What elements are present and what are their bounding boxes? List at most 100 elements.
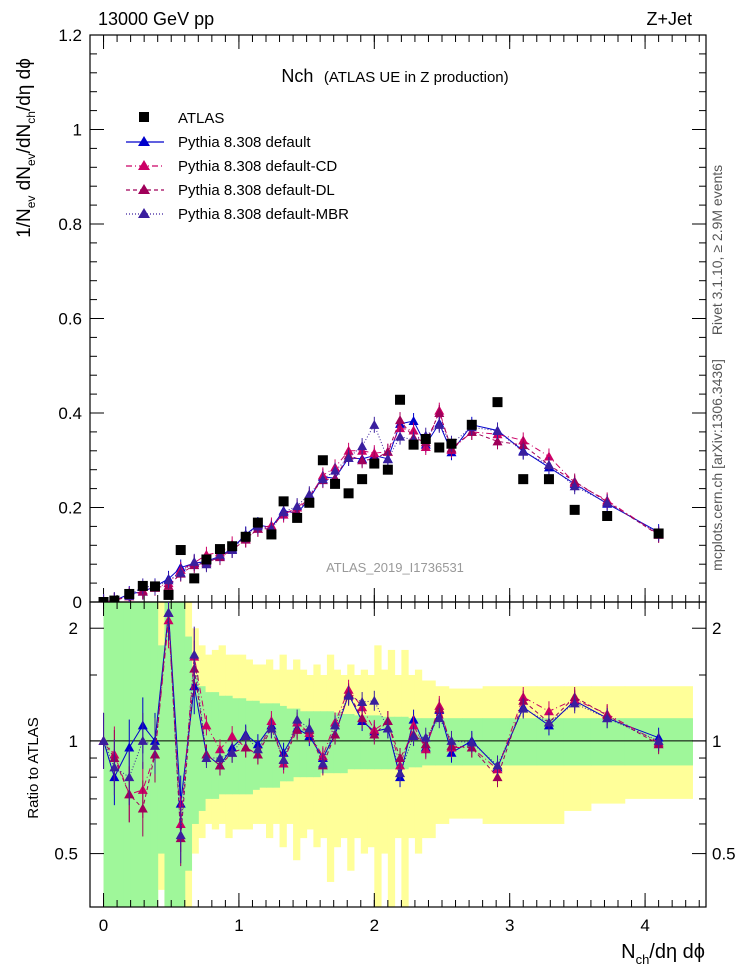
atlas-data-point [109,595,120,602]
series-point-main [292,501,303,511]
y-axis-label-ratio: Ratio to ATLAS [25,717,42,818]
series-point-main [357,455,368,465]
band-inner [232,698,240,795]
band-inner [340,713,348,774]
y-tick-label-ratio: 0.5 [54,845,78,864]
series-point-ratio [330,720,341,730]
atlas-data-point [163,589,174,600]
atlas-data-point [266,529,277,540]
band-inner [245,700,253,795]
y-tick-label-main: 1 [73,121,82,140]
series-point-ratio [434,713,445,723]
y-tick-label-ratio-right: 2 [712,619,721,638]
atlas-data-point [317,455,328,466]
series-point-ratio [518,703,529,713]
series-point-ratio [214,753,225,763]
energy-label: 13000 GeV pp [98,9,214,29]
atlas-data-point [446,438,457,449]
series-point-main [175,567,186,577]
y-tick-label-ratio: 2 [69,619,78,638]
series-point-main [492,436,503,446]
y-tick-label-main: 0.6 [58,310,82,329]
band-inner [299,711,308,778]
band-inner [137,602,145,907]
series-point-main [569,481,580,491]
band-inner [123,602,132,907]
series-point-ratio [163,607,174,617]
band-inner [238,698,247,795]
atlas-data-point [124,588,135,599]
atlas-data-point [357,474,368,485]
series-point-ratio [492,772,503,782]
atlas-data-point [569,504,580,515]
legend-marker-cd [138,160,150,170]
atlas-data-point [149,581,160,592]
band-inner [381,716,389,770]
atlas-data-point [330,478,341,489]
x-tick-label: 0 [99,916,108,935]
band-inner [157,645,165,854]
atlas-data-point [420,433,431,444]
x-tick-label: 1 [234,916,243,935]
x-axis-label: Nch/dη dϕ [621,941,705,967]
series-point-ratio [175,830,186,840]
series-point-ratio [201,720,212,730]
band-inner [272,703,281,788]
atlas-data-point [518,474,529,485]
series-point-ratio [446,735,457,745]
series-point-ratio [124,742,135,752]
band-inner [164,602,172,907]
axes-group: 0 0.2 0.4 0.6 0.8 1 1.2 0.5 0.5 1 1 2 2 0 1 2 3 4 [54,26,735,935]
series-point-main [214,549,225,559]
y-tick-label-main: 0 [73,593,82,612]
series-point-main [492,425,503,435]
band-inner [482,718,511,766]
series-point-main [543,451,554,461]
series-point-ratio [227,731,238,741]
series-point-ratio [543,706,554,716]
atlas-data-point [408,439,419,450]
series-point-ratio [137,735,148,745]
mcplots-label: mcplots.cern.ch [arXiv:1306.3436] [709,359,725,571]
band-outer [374,645,382,907]
series-point-ratio [602,713,613,723]
series-point-ratio [98,735,109,745]
series-line-main [103,411,659,602]
y-tick-label-ratio-right: 0.5 [712,845,736,864]
band-inner [435,718,450,766]
series-point-main [518,446,529,456]
series-point-ratio [395,768,406,778]
band-inner [198,686,206,811]
band-inner [320,711,328,774]
band-inner [374,715,382,770]
atlas-data-point [292,512,303,523]
band-inner [509,718,538,766]
atlas-data-point [304,497,315,508]
series-point-main [602,497,613,507]
series-point-ratio [492,760,503,770]
watermark-label: ATLAS_2019_I1736531 [326,560,464,575]
band-outer [401,649,409,907]
legend-marker-default [138,136,150,146]
series-point-ratio [266,723,277,733]
band-inner [563,718,592,766]
band-inner [191,674,199,824]
band-inner [367,715,375,770]
series-point-main [369,419,380,429]
band-inner [347,713,355,770]
series-point-ratio [569,698,580,708]
atlas-data-point [137,580,148,591]
series-point-main [317,474,328,484]
series-point-ratio [420,732,431,742]
band-inner [266,703,274,788]
rivet-version-label: Rivet 3.1.10, ≥ 2.9M events [709,165,725,335]
band-inner [178,602,186,907]
band-inner [354,715,362,770]
x-tick-label: 2 [370,916,379,935]
atlas-data-point [602,511,613,522]
y-tick-label-main: 0.2 [58,499,82,518]
band-inner [408,718,416,768]
legend-label-atlas: ATLAS [178,110,224,127]
band-inner [211,692,220,799]
